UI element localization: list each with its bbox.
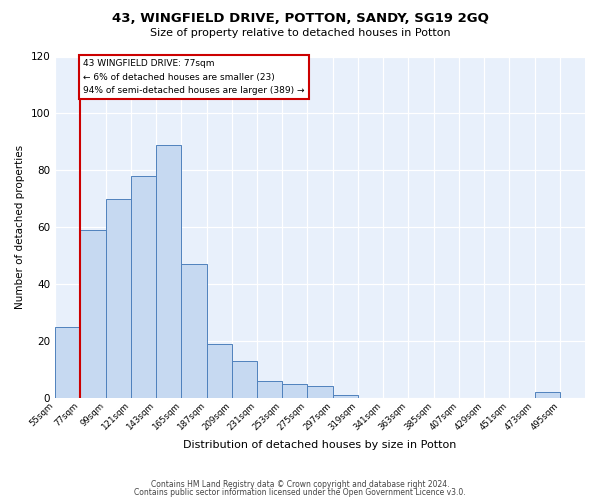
- Text: Contains HM Land Registry data © Crown copyright and database right 2024.: Contains HM Land Registry data © Crown c…: [151, 480, 449, 489]
- Text: Size of property relative to detached houses in Potton: Size of property relative to detached ho…: [149, 28, 451, 38]
- Bar: [156, 144, 181, 398]
- Bar: [131, 176, 156, 398]
- Bar: [282, 384, 307, 398]
- Bar: [257, 381, 282, 398]
- Text: Contains public sector information licensed under the Open Government Licence v3: Contains public sector information licen…: [134, 488, 466, 497]
- Text: 43, WINGFIELD DRIVE, POTTON, SANDY, SG19 2GQ: 43, WINGFIELD DRIVE, POTTON, SANDY, SG19…: [112, 12, 488, 26]
- Bar: [307, 386, 332, 398]
- Bar: [80, 230, 106, 398]
- Bar: [206, 344, 232, 398]
- Bar: [106, 198, 131, 398]
- Text: 43 WINGFIELD DRIVE: 77sqm
← 6% of detached houses are smaller (23)
94% of semi-d: 43 WINGFIELD DRIVE: 77sqm ← 6% of detach…: [83, 60, 305, 94]
- Bar: [55, 326, 80, 398]
- X-axis label: Distribution of detached houses by size in Potton: Distribution of detached houses by size …: [184, 440, 457, 450]
- Bar: [232, 361, 257, 398]
- Bar: [332, 395, 358, 398]
- Bar: [535, 392, 560, 398]
- Bar: [181, 264, 206, 398]
- Y-axis label: Number of detached properties: Number of detached properties: [15, 145, 25, 309]
